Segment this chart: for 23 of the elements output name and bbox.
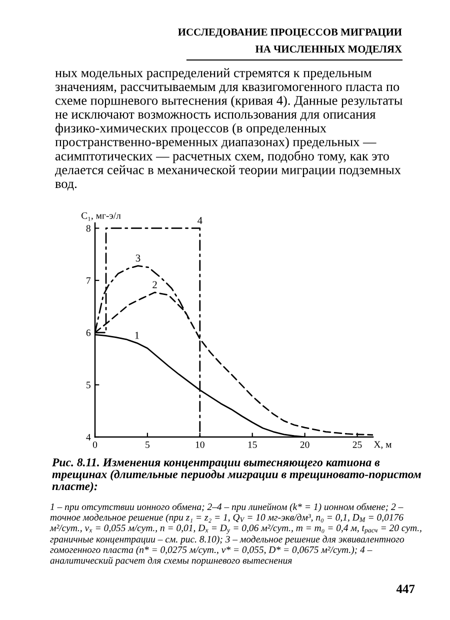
text: 1 – при отсутствии ионного обмена; 2–4 – при линейном (k* = 1) ионном обмене; 2 – точное модельное решение (при z₁ = z₂ = 1, Q$_{V}$ = 10 мг-экв/дм³, n₀ = 0,1, D$_{M}$ = 0,0176 м²/сут., v$_{x}$ = 0,055 м/сут., n = 0,01, D$_{x}$ = D$_{y}$ = 0,06 м²/сут., m = m₀ = 0,4 м, t$_{расч}$ = 20 сут., граничные концентрации – см. рис. 8.10); 3 – модельное решение для эквивалентного гомогенного пласта (n* = 0,0275 м/сут., v* = 0,055, D* = 0,0675 м²/сут.); 4 – аналитический расчет для схемы поршневого вытеснения (50, 503, 422, 566)
x-axis-title: X, м (374, 441, 392, 450)
x-tick-label: 0 (92, 441, 98, 448)
text: Рис. 8.11. Изменения концентрации вытесняющего катиона в трещинах (длительные периоды миграции в трещиновато-пористом пласте): (52, 458, 422, 493)
y-tick-label: 7 (86, 277, 91, 284)
text: ных модельных распределений стремятся к предельным значениям, рассчитываемым для квазигомогенного пласта по схеме поршневого вытеснения (кривая 4). Данные результаты не исключают возможность использования для описания физико-химических процессов (в определенных пространственно-временных диапазонах) предельных — асимптотических — расчетных схем, подобно тому, как это делается сейчас в механической теории миграции подземных вод. (55, 68, 402, 191)
x-tick-label: 20 (300, 441, 310, 448)
series-label: 3 (136, 254, 140, 262)
series-label: 1 (135, 332, 139, 339)
series-label: 4 (198, 217, 202, 224)
x-tick-label: 25 (352, 441, 362, 448)
y-tick-label: 6 (86, 330, 91, 336)
x-tick-label: 15 (248, 441, 257, 448)
text: ИССЛЕДОВАНИЕ ПРОЦЕССОВ МИГРАЦИИ (178, 28, 402, 38)
x-tick-label: 10 (196, 441, 204, 448)
y-tick-label: 4 (86, 434, 91, 440)
y-axis-title: C₁, мг-э/л (82, 212, 121, 221)
text: НА ЧИСЛЕННЫХ МОДЕЛЯХ (255, 46, 402, 55)
x-tick-label: 5 (146, 442, 150, 448)
series-label: 2 (152, 281, 157, 288)
y-tick-label: 8 (86, 225, 90, 232)
y-tick-label: 5 (86, 382, 90, 388)
text: 447 (396, 584, 415, 594)
